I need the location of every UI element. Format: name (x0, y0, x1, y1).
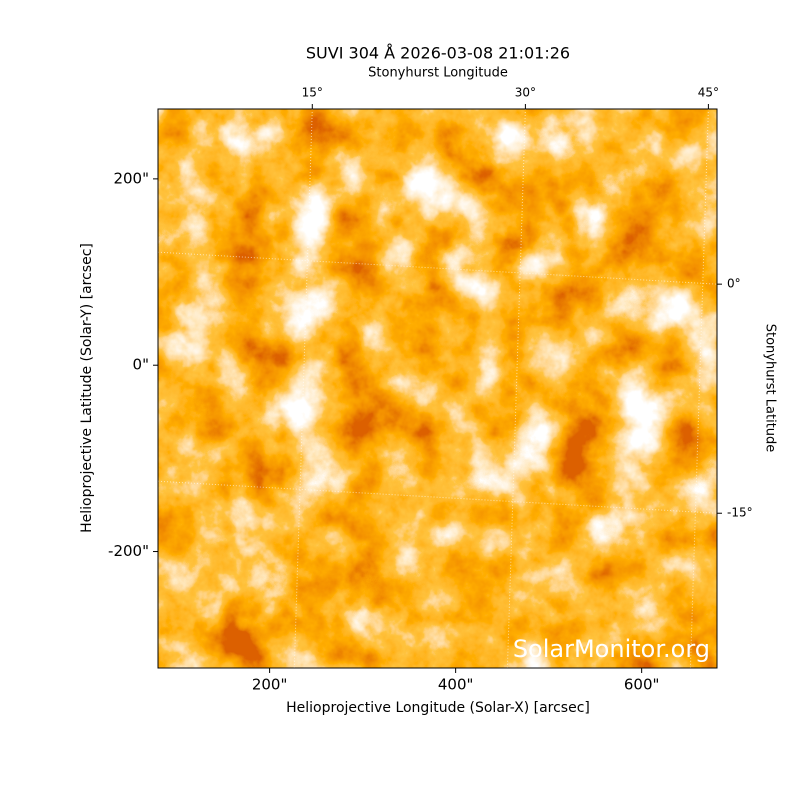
x2-tick-label: 45° (698, 86, 719, 100)
axes-frame (157, 108, 718, 669)
y-tick-label: 0" (133, 356, 149, 374)
solar-image (158, 109, 717, 668)
x-axis-label: Helioprojective Longitude (Solar-X) [arc… (286, 700, 590, 716)
y-tick-label: 200" (113, 169, 149, 187)
y2-tick-label: -15° (727, 506, 753, 520)
y-axis-label: Helioprojective Latitude (Solar-Y) [arcs… (79, 243, 95, 533)
grid-line (689, 109, 709, 668)
x-tick-label: 600" (624, 676, 660, 694)
grid-line (293, 109, 313, 668)
x2-tick-label: 30° (515, 86, 536, 100)
grid-line (158, 480, 717, 514)
y-tick-label: -200" (108, 542, 149, 560)
x-tick-label: 400" (438, 676, 474, 694)
y2-tick-label: 0° (727, 277, 741, 291)
chart-title: SUVI 304 Å 2026-03-08 21:01:26 (306, 44, 570, 63)
grid-line (158, 251, 717, 285)
x-tick-label: 200" (252, 676, 288, 694)
x2-tick-label: 15° (302, 86, 323, 100)
grid-line (506, 109, 526, 668)
watermark: SolarMonitor.org (513, 635, 710, 663)
y2-axis-label: Stonyhurst Latitude (763, 324, 778, 453)
x2-axis-label: Stonyhurst Longitude (368, 66, 508, 81)
